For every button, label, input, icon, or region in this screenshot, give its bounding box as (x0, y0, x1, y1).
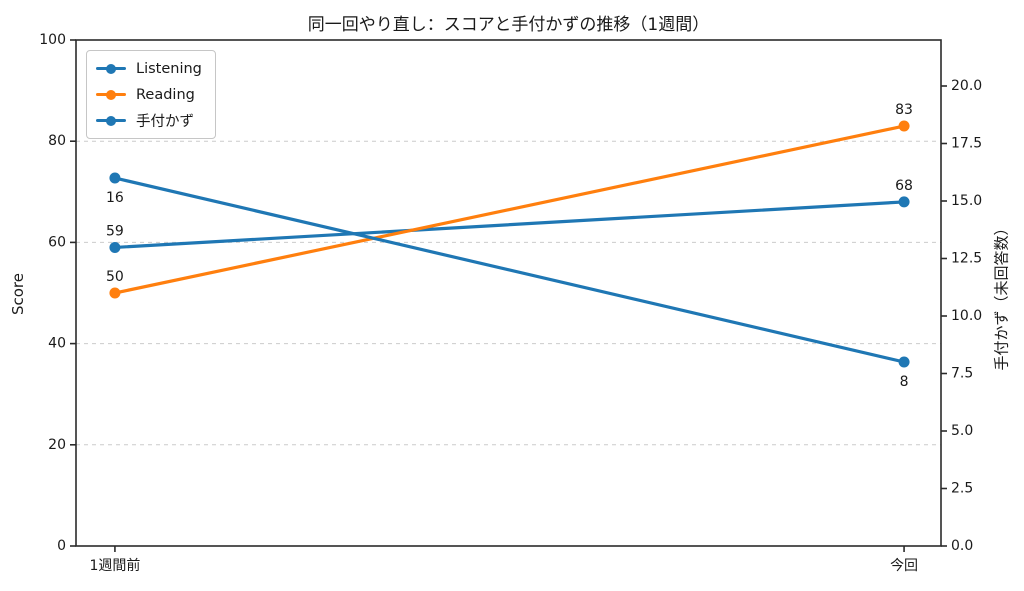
data-label-手付かず: 8 (900, 374, 909, 390)
y-left-tick-label: 20 (48, 437, 66, 453)
y-right-tick-label: 7.5 (951, 366, 973, 382)
y-right-tick-label: 0.0 (951, 538, 973, 554)
y-axis-label-right: 手付かず（未回答数） (992, 220, 1011, 371)
axes-spines (75, 39, 942, 547)
data-point-手付かず (109, 172, 121, 184)
data-label-Reading: 50 (106, 269, 124, 285)
y-right-tick-label: 2.5 (951, 481, 973, 497)
legend-label-listening: Listening (136, 60, 202, 77)
legend-swatch-listening (96, 63, 126, 75)
data-point-Reading (109, 287, 121, 299)
y-left-tick-label: 40 (48, 336, 66, 352)
y-right-tick-label: 15.0 (951, 193, 982, 209)
data-point-手付かず (898, 356, 910, 368)
y-right-tick-label: 10.0 (951, 308, 982, 324)
x-tick-label: 1週間前 (89, 557, 140, 574)
data-label-Reading: 83 (895, 102, 913, 118)
series-line-Reading (113, 124, 906, 295)
y-left-tick-label: 60 (48, 234, 66, 250)
data-point-Reading (898, 120, 910, 132)
legend-item-tetsukazu: 手付かず (96, 110, 202, 131)
y-left-tick-label: 0 (57, 538, 66, 554)
data-label-Listening: 59 (106, 223, 124, 239)
legend-swatch-reading (96, 89, 126, 101)
legend-item-listening: Listening (96, 58, 202, 79)
y-left-tick-label: 100 (39, 32, 66, 48)
y-right-tick-label: 17.5 (951, 136, 982, 152)
y-left-tick-label: 80 (48, 133, 66, 149)
legend-label-reading: Reading (136, 86, 195, 103)
y-right-tick-label: 5.0 (951, 423, 973, 439)
y-right-tick-label: 12.5 (951, 251, 982, 267)
x-tick-label: 今回 (890, 558, 918, 574)
data-point-Listening (898, 196, 910, 208)
legend-swatch-tetsukazu (96, 115, 126, 127)
legend-label-tetsukazu: 手付かず (136, 114, 194, 130)
data-label-手付かず: 16 (106, 190, 124, 206)
data-point-Listening (109, 241, 121, 253)
legend-item-reading: Reading (96, 84, 202, 105)
series-line-Listening (113, 200, 906, 250)
series-line-手付かず (113, 176, 906, 364)
y-axis-label-left: Score (9, 273, 27, 316)
y-right-tick-label: 20.0 (951, 78, 982, 94)
legend: Listening Reading 手付かず (86, 50, 216, 139)
chart-title: 同一回やり直し：スコアと手付かずの推移（1週間） (307, 15, 710, 35)
data-label-Listening: 68 (895, 178, 913, 194)
